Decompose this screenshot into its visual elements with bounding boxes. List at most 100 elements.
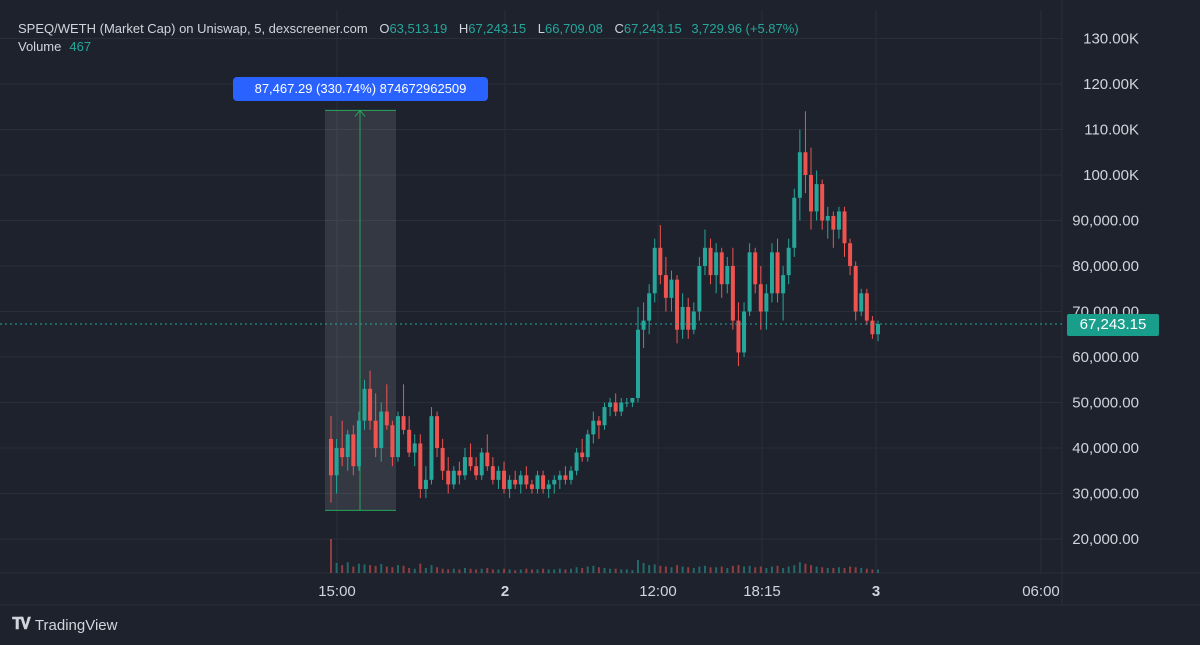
- volume-bar: [642, 562, 645, 573]
- volume-bar: [687, 567, 690, 573]
- volume-bar: [592, 565, 595, 573]
- volume-bar: [503, 568, 506, 573]
- candle-body: [702, 247, 707, 266]
- y-tick-label: 30,000.00: [1072, 486, 1139, 503]
- volume-bar: [363, 564, 366, 573]
- y-axis[interactable]: 20,000.00 30,000.00 40,000.00 50,000.00 60,0…: [1072, 31, 1139, 549]
- volume-bar: [335, 562, 338, 573]
- volume-bar: [653, 564, 656, 573]
- candle-body: [451, 470, 456, 485]
- measure-label[interactable]: 87,467.29 (330.74%) 874672962509: [233, 77, 488, 101]
- candle-body: [725, 266, 730, 285]
- volume-bar: [519, 569, 522, 573]
- candle-body: [842, 211, 847, 244]
- volume-bar: [720, 566, 723, 573]
- candle-body: [524, 475, 529, 485]
- volume-bar: [581, 567, 584, 573]
- candle-body: [775, 252, 780, 294]
- candle-body: [518, 475, 523, 485]
- candle-body: [675, 279, 680, 330]
- candle-body: [462, 457, 467, 476]
- volume-bar: [793, 565, 796, 573]
- last-price-tag: 67,243.15: [1067, 314, 1159, 336]
- candle-body: [652, 247, 657, 294]
- volume-bar: [854, 567, 857, 573]
- tradingview-logo-icon: 𝐓𝐕: [12, 616, 31, 633]
- candle-body: [407, 429, 412, 453]
- candles: [329, 111, 880, 503]
- low-value: 66,709.08: [545, 21, 603, 36]
- volume-bar: [452, 568, 455, 573]
- x-axis[interactable]: 15:00 2 12:00 18:15 3 06:00: [318, 583, 1060, 600]
- volume-bar: [391, 567, 394, 573]
- open-value: 63,513.19: [389, 21, 448, 36]
- volume-bar: [346, 562, 349, 573]
- volume-bar: [430, 565, 433, 573]
- volume-bar: [525, 568, 528, 573]
- candle-body: [714, 252, 719, 276]
- volume-bar: [575, 567, 578, 573]
- volume-bar: [480, 568, 483, 573]
- candle-body: [412, 443, 417, 453]
- candle-body: [608, 402, 613, 408]
- volume-bar: [765, 567, 768, 573]
- volume-bar: [782, 567, 785, 573]
- volume-bar: [614, 568, 617, 573]
- volume-bar: [357, 563, 360, 573]
- volume-bar: [486, 567, 489, 573]
- volume-bar: [330, 539, 332, 573]
- candle-body: [853, 266, 858, 312]
- candle-body: [781, 275, 786, 294]
- candle-body: [496, 470, 501, 480]
- candle-body: [786, 247, 791, 276]
- volume-bar: [385, 566, 388, 573]
- candle-body: [825, 215, 830, 221]
- candle-body: [630, 397, 635, 403]
- volume-bar: [609, 568, 612, 573]
- candle-body: [619, 402, 624, 412]
- candle-body: [635, 329, 640, 398]
- volume-bar: [374, 565, 377, 573]
- volume-bar: [436, 567, 439, 573]
- candle-body: [334, 448, 339, 476]
- volume-bar: [530, 569, 533, 573]
- volume-bar: [458, 569, 461, 573]
- measure-arrow-head: [354, 109, 366, 117]
- volume-bar: [413, 568, 416, 573]
- volume-bar: [860, 567, 863, 573]
- candle-body: [569, 470, 574, 480]
- candle-body: [870, 320, 875, 335]
- candle-body: [368, 388, 373, 421]
- candle-body: [641, 320, 646, 330]
- volume-bar: [748, 565, 751, 573]
- candle-body: [557, 475, 562, 480]
- candle-body: [747, 252, 752, 312]
- volume-bar: [877, 569, 879, 573]
- tradingview-brand[interactable]: 𝐓𝐕 TradingView: [12, 616, 117, 634]
- volume-bar: [865, 568, 868, 573]
- candle-body: [485, 452, 490, 467]
- candle-body: [457, 470, 462, 476]
- candle-body: [831, 215, 836, 230]
- candle-body: [423, 479, 428, 489]
- candle-body: [602, 407, 607, 426]
- candle-body: [362, 388, 367, 421]
- volume-bar: [776, 565, 779, 573]
- volume-bar: [553, 569, 556, 573]
- volume-bar: [631, 570, 634, 573]
- volume-bar: [558, 568, 561, 573]
- volume-bar: [547, 569, 550, 573]
- volume-bar: [352, 566, 355, 573]
- candle-body: [697, 266, 702, 312]
- candle-body: [663, 275, 668, 298]
- candle-body: [356, 420, 361, 467]
- volume-bar: [419, 563, 422, 573]
- volume-bar: [715, 567, 718, 573]
- volume-bar: [475, 569, 478, 573]
- candle-body: [809, 175, 814, 212]
- volume-bar: [497, 569, 500, 573]
- candle-body: [864, 293, 869, 321]
- volume-bar: [648, 565, 651, 573]
- candle-body: [591, 420, 596, 435]
